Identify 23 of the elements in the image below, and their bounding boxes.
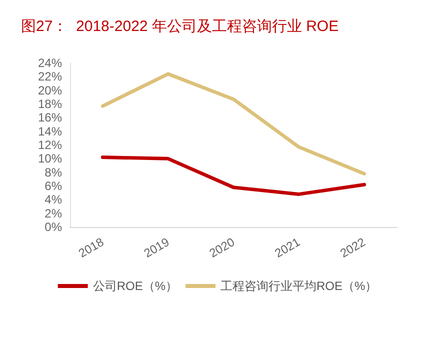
line-series [100,72,366,176]
y-tick-label: 20% [38,83,62,98]
y-tick-label: 18% [38,97,62,111]
y-tick-label: 2% [44,206,62,220]
x-tick-label: 2018 [76,234,106,260]
line-series [100,156,366,196]
y-tick-label: 24% [38,56,62,70]
y-tick-label: 12% [38,138,62,152]
y-tick-label: 0% [44,220,62,234]
x-tick-label: 2019 [142,234,172,260]
y-tick-label: 10% [38,152,62,166]
y-tick-label: 4% [44,192,62,207]
chart-title: 图27： 2018-2022 年公司及工程咨询行业 ROE [21,18,339,35]
y-tick-label: 8% [44,165,62,180]
y-tick-label: 16% [38,110,62,125]
x-tick-label: 2021 [272,234,303,260]
x-tick-label: 2022 [338,234,368,260]
legend-label: 工程咨询行业平均ROE（%） [220,279,378,293]
y-tick-label: 22% [38,70,62,84]
legend-label: 公司ROE（%） [92,279,178,293]
y-tick-label: 14% [38,124,62,138]
y-tick-label: 6% [44,179,62,193]
x-tick-label: 2020 [206,234,238,260]
